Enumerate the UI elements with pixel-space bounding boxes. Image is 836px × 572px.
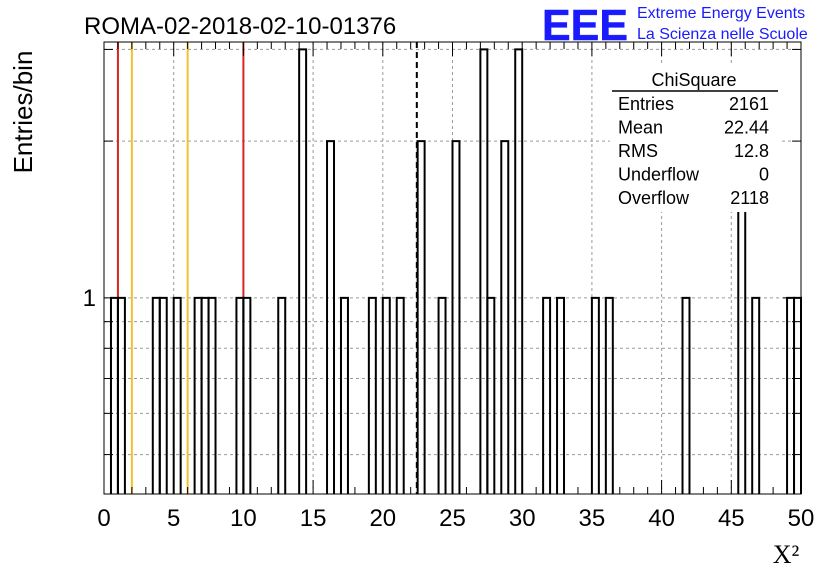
histogram-bar	[751, 296, 761, 494]
x-tick-label: 20	[369, 505, 396, 532]
histogram-bar	[681, 296, 691, 494]
histogram-bar	[451, 140, 461, 494]
stats-label: Entries	[618, 94, 674, 114]
x-tick-label: 30	[509, 505, 536, 532]
histogram-bar	[381, 296, 391, 494]
x-tick-label: 50	[788, 505, 815, 532]
stats-value: 2161	[729, 94, 769, 114]
histogram-bar	[193, 296, 203, 494]
histogram-bar	[116, 296, 126, 494]
histogram-bar	[542, 296, 552, 494]
histogram-bar	[109, 296, 119, 494]
histogram-bar	[486, 296, 496, 494]
tick-labels: 0 5 10 15 20 25 30 35 40 45 50 1	[83, 285, 815, 532]
logo-line-1: Extreme Energy Events	[637, 5, 805, 22]
logo-mark: EEE	[542, 1, 628, 50]
stats-value: 22.44	[724, 118, 769, 138]
stats-value: 2118	[730, 188, 769, 208]
histogram	[109, 48, 802, 494]
histogram-bar	[207, 296, 217, 494]
histogram-bar	[367, 296, 377, 494]
stats-value: 12.8	[734, 141, 769, 161]
histogram-bar	[326, 140, 336, 494]
x-tick-label: 40	[648, 505, 675, 532]
x-tick-label: 15	[300, 505, 327, 532]
stats-label: RMS	[618, 141, 658, 161]
stats-label: Underflow	[618, 165, 700, 185]
histogram-bar	[339, 296, 349, 494]
histogram-bar	[604, 296, 614, 494]
histogram-bar	[786, 296, 796, 494]
histogram-bar	[172, 296, 182, 494]
eee-logo: EEE Extreme Energy Events La Scienza nel…	[542, 1, 808, 51]
histogram-bar	[298, 48, 308, 494]
chart-title: ROMA-02-2018-02-10-01376	[84, 13, 396, 40]
histogram-bar	[151, 296, 161, 494]
stats-title: ChiSquare	[651, 70, 736, 90]
histogram-bar	[514, 48, 524, 494]
histogram-bar	[200, 296, 210, 494]
x-tick-label: 35	[579, 505, 606, 532]
axis-ticks	[103, 42, 802, 494]
histogram-bar	[590, 296, 600, 494]
x-tick-label: 0	[97, 505, 110, 532]
histogram-bar	[242, 296, 252, 494]
reference-lines	[116, 42, 418, 494]
histogram-bar	[235, 296, 245, 494]
stats-value: 0	[759, 165, 769, 185]
stats-label: Overflow	[618, 188, 690, 208]
x-tick-label: 45	[718, 505, 745, 532]
y-axis-label: Entries/bin	[8, 51, 38, 174]
x-axis-label: X²	[773, 540, 800, 569]
x-tick-label: 25	[439, 505, 466, 532]
stats-label: Mean	[618, 118, 663, 138]
histogram-bar	[500, 140, 510, 494]
histogram-bar	[479, 48, 489, 494]
stats-box: ChiSquare Entries 2161 Mean 22.44 RMS 12.8 Und…	[610, 66, 780, 212]
x-tick-label: 5	[167, 505, 180, 532]
histogram-bar	[416, 140, 426, 494]
histogram-bar	[793, 296, 802, 494]
histogram-bar	[556, 296, 566, 494]
logo-line-2: La Scienza nelle Scuole	[637, 26, 808, 43]
histogram-bar	[395, 296, 405, 494]
histogram-bar	[158, 296, 168, 494]
y-tick-label: 1	[83, 285, 96, 312]
x-tick-label: 10	[230, 505, 257, 532]
histogram-bar	[437, 296, 447, 494]
histogram-bar	[277, 296, 287, 494]
